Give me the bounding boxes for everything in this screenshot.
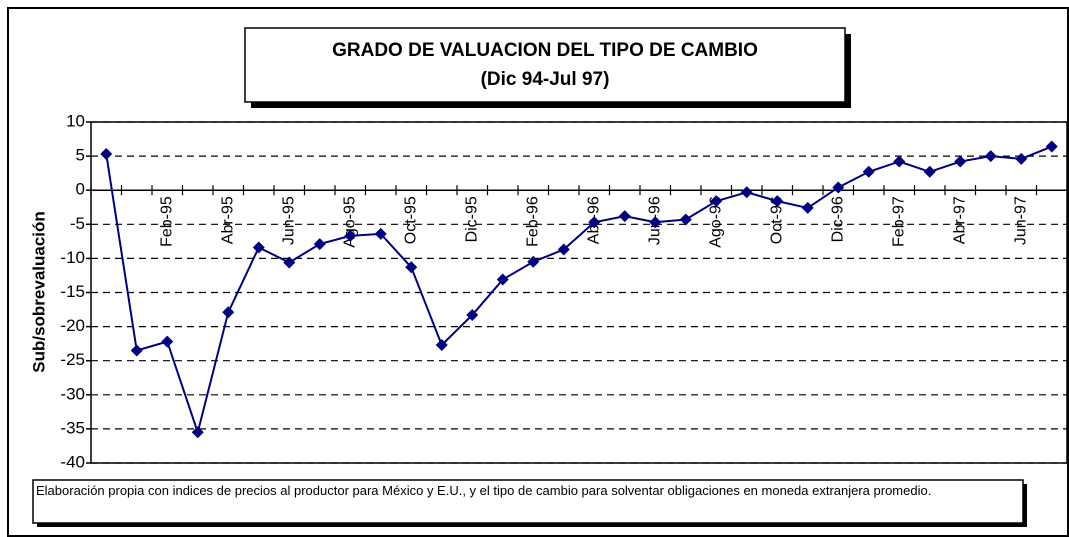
- point-marker: [466, 309, 479, 322]
- point-marker: [496, 273, 509, 286]
- y-tick-label: -35: [60, 418, 85, 437]
- point-marker: [557, 243, 570, 256]
- y-tick-label: 0: [76, 180, 85, 199]
- point-marker: [740, 186, 753, 199]
- point-marker: [344, 229, 357, 242]
- y-tick-label: -30: [60, 384, 85, 403]
- y-tick-label: -20: [60, 316, 85, 335]
- y-axis-label: Sub/sobrevaluación: [29, 211, 48, 373]
- point-marker: [283, 256, 296, 269]
- x-tick-label: Dic-96: [829, 196, 846, 242]
- point-marker: [374, 227, 387, 240]
- point-marker: [435, 339, 448, 352]
- x-tick-label: Feb-97: [890, 196, 907, 247]
- point-marker: [954, 155, 967, 168]
- x-tick-label: Abr-97: [951, 196, 968, 244]
- point-marker: [984, 150, 997, 163]
- note-container: Elaboración propia con indices de precio…: [36, 483, 932, 498]
- note: Elaboración propia con indices de precio…: [36, 483, 932, 498]
- point-marker: [100, 148, 113, 161]
- series-line: [105, 145, 1053, 436]
- x-tick-label: Ago-96: [707, 196, 724, 248]
- point-marker: [252, 241, 265, 254]
- y-tick-label: -10: [60, 248, 85, 267]
- point-marker: [588, 216, 601, 229]
- x-tick-label: Feb-95: [158, 196, 175, 247]
- point-marker: [710, 195, 723, 208]
- point-marker: [1045, 140, 1058, 153]
- point-marker: [191, 426, 204, 439]
- point-marker: [161, 335, 174, 348]
- title-box: [244, 27, 846, 103]
- point-marker: [527, 255, 540, 268]
- point-marker: [405, 261, 418, 274]
- x-tick-label: Feb-96: [524, 196, 541, 247]
- point-marker: [832, 181, 845, 194]
- y-tick-label: -5: [70, 214, 85, 233]
- point-marker: [1015, 152, 1028, 165]
- chart-title: GRADO DE VALUACION DEL TIPO DE CAMBIO: [332, 40, 758, 61]
- point-marker: [679, 213, 692, 226]
- point-marker: [649, 216, 662, 229]
- point-marker: [130, 344, 143, 357]
- x-tick-label: Jun-97: [1012, 196, 1029, 245]
- y-tick-label: 10: [66, 111, 85, 130]
- y-tick-label: -25: [60, 350, 85, 369]
- y-tick-label: -15: [60, 282, 85, 301]
- x-tick-label: Jun-95: [280, 196, 297, 245]
- point-marker: [893, 155, 906, 168]
- y-tick-label: -40: [60, 452, 85, 471]
- y-tick-label: 5: [76, 146, 85, 165]
- x-tick-label: Dic-95: [463, 196, 480, 242]
- point-marker: [222, 306, 235, 319]
- x-tick-label: Oct-96: [768, 196, 785, 244]
- chart-subtitle: (Dic 94-Jul 97): [481, 69, 610, 90]
- point-marker: [313, 238, 326, 251]
- x-tick-label: Oct-95: [402, 196, 419, 244]
- point-marker: [862, 165, 875, 178]
- note-box: [32, 479, 1024, 524]
- x-tick-label: Abr-95: [219, 196, 236, 244]
- point-marker: [923, 165, 936, 178]
- point-marker: [801, 201, 814, 214]
- point-marker: [771, 195, 784, 208]
- point-marker: [618, 210, 631, 223]
